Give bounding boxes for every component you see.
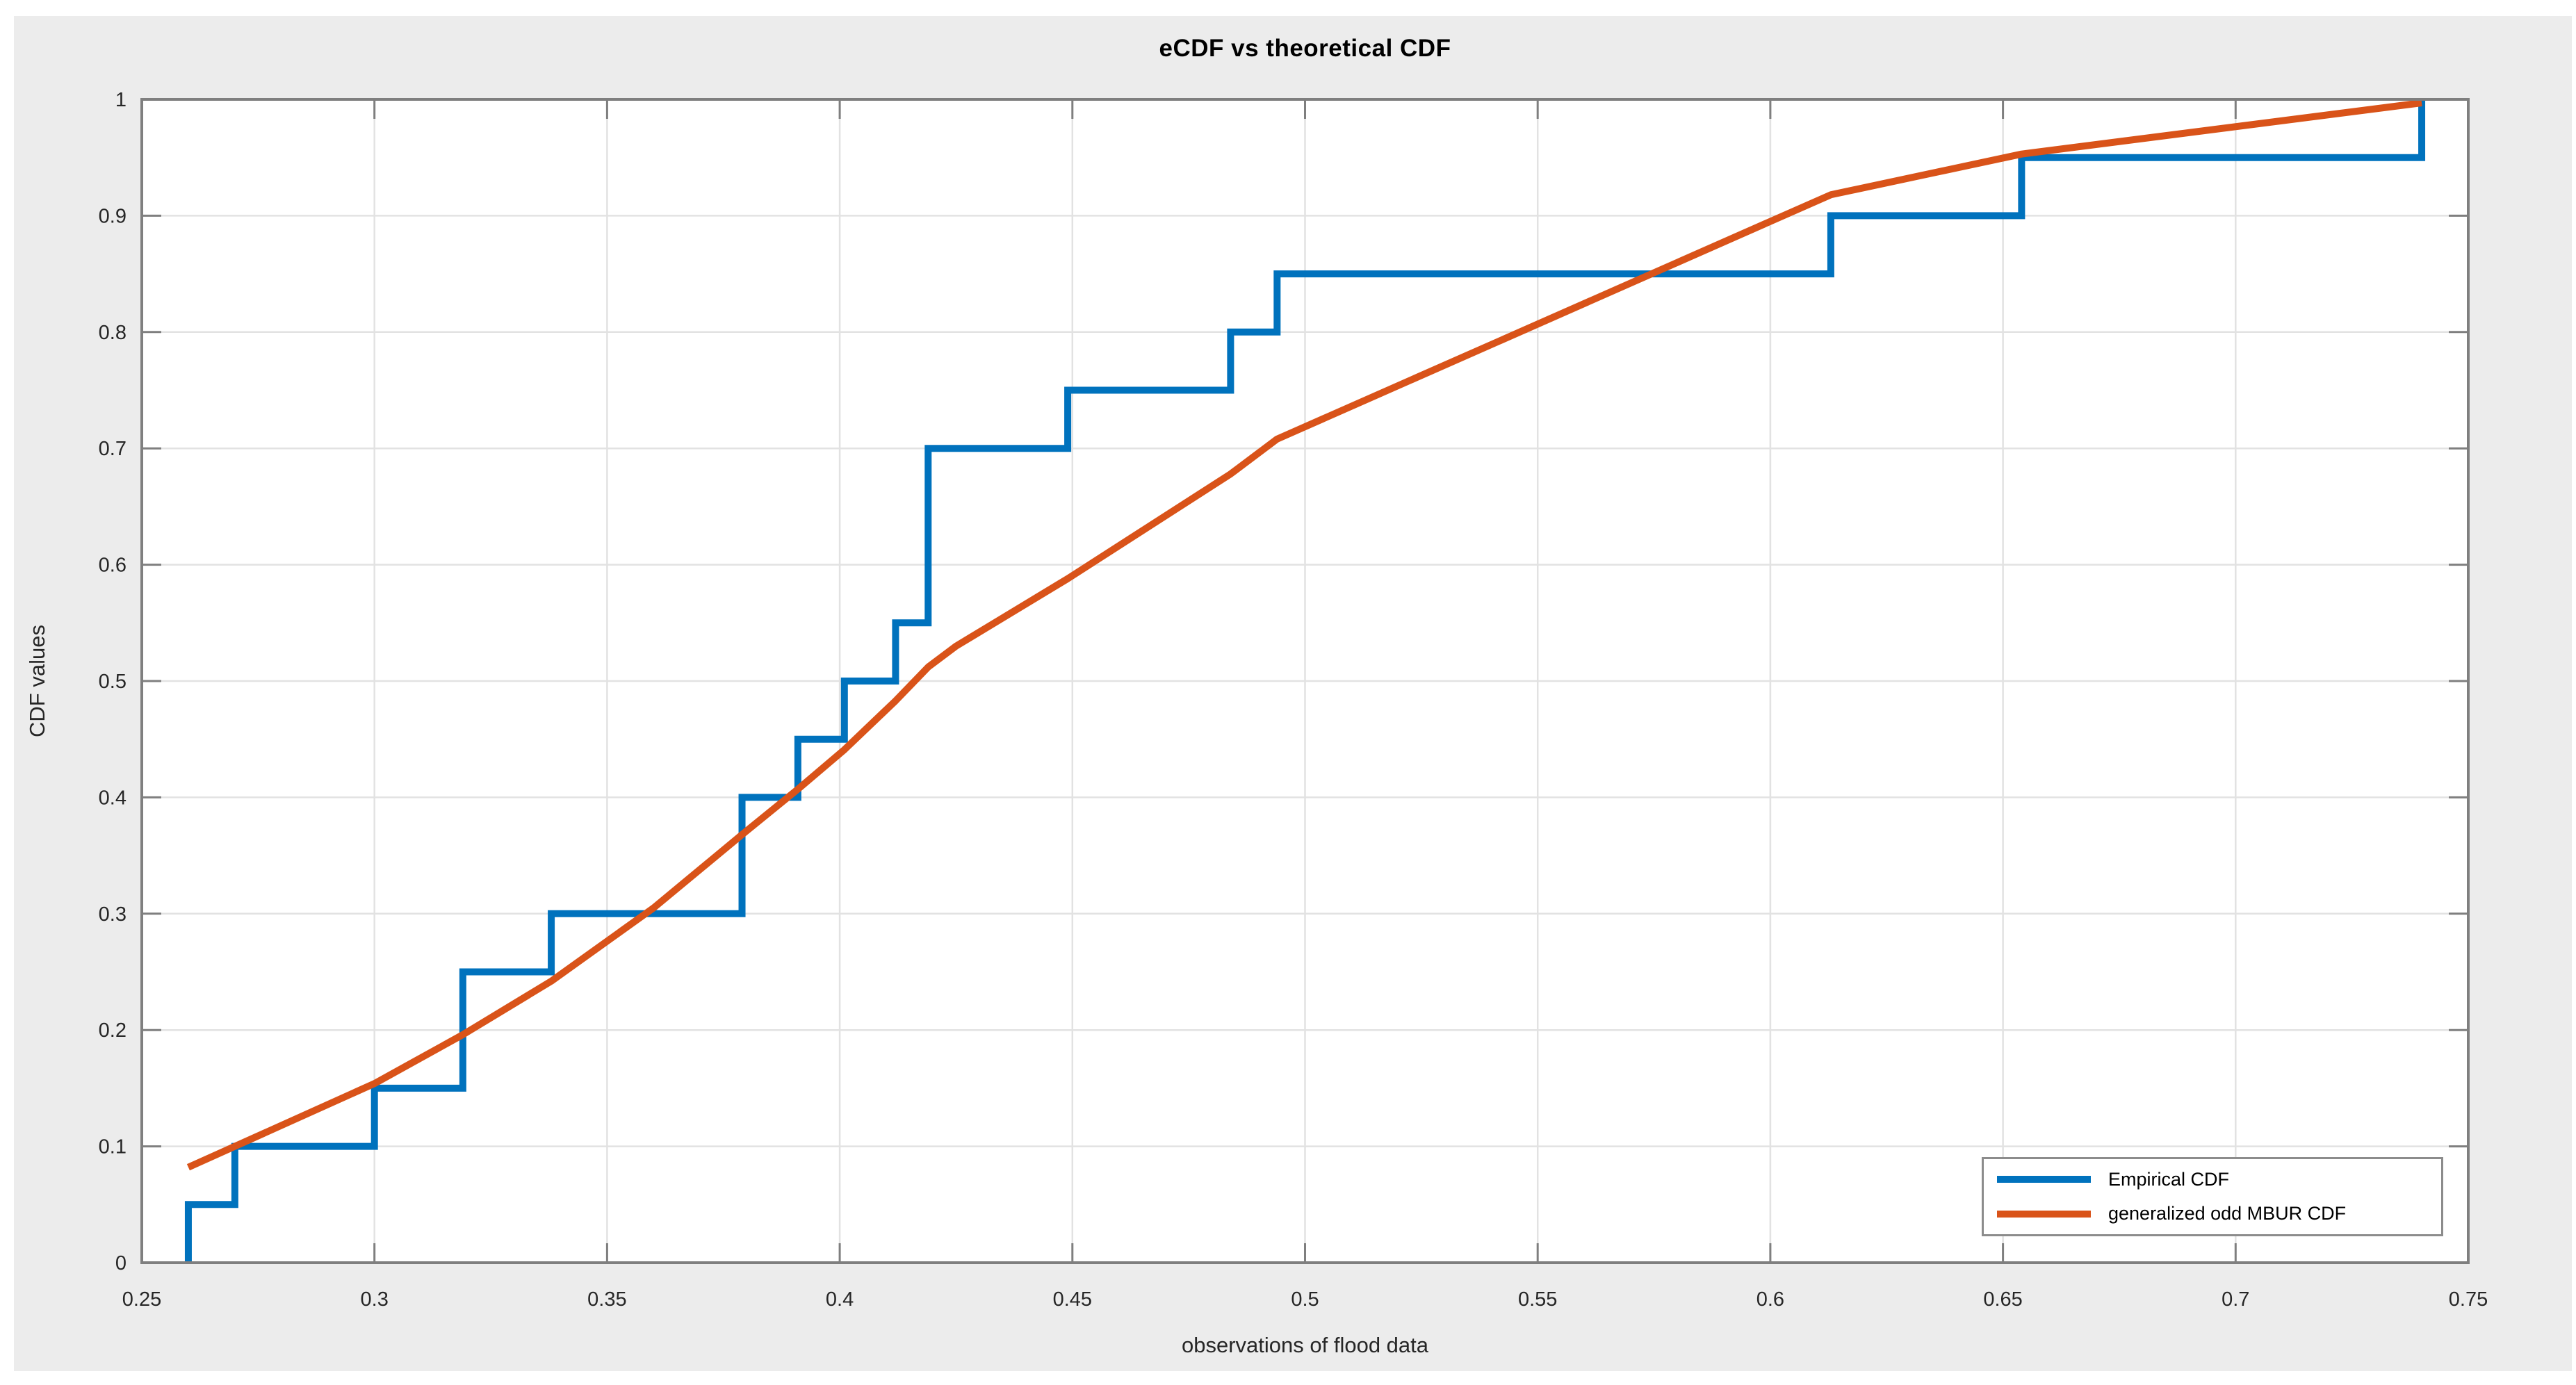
legend-entry: generalized odd MBUR CDF	[1984, 1200, 2441, 1228]
x-tick-label: 0.6	[1756, 1288, 1784, 1311]
y-tick-label: 0.4	[99, 787, 127, 809]
legend-label: Empirical CDF	[2108, 1168, 2230, 1190]
y-tick-label: 0.3	[99, 903, 127, 926]
y-tick-label: 0.8	[99, 322, 127, 344]
y-tick-label: 0.9	[99, 205, 127, 227]
y-tick-label: 0.5	[99, 671, 127, 693]
legend-line-swatch	[1997, 1210, 2091, 1218]
y-tick-label: 0.6	[99, 555, 127, 577]
x-tick-label: 0.75	[2449, 1288, 2488, 1311]
x-tick-label: 0.5	[1291, 1288, 1319, 1311]
x-tick-label: 0.7	[2222, 1288, 2249, 1311]
x-axis-label: observations of flood data	[1181, 1333, 1429, 1357]
x-tick-label: 0.55	[1518, 1288, 1557, 1311]
chart-title: eCDF vs theoretical CDF	[1159, 35, 1451, 62]
legend-entry: Empirical CDF	[1984, 1165, 2441, 1193]
x-tick-label: 0.3	[361, 1288, 389, 1311]
x-tick-label: 0.25	[122, 1288, 161, 1311]
series-line-step	[184, 99, 2426, 1263]
y-axis-label: CDF values	[25, 625, 49, 737]
x-tick-label: 0.65	[1983, 1288, 2022, 1311]
y-tick-label: 0	[115, 1252, 127, 1275]
x-tick-label: 0.4	[826, 1288, 854, 1311]
y-tick-label: 0.2	[99, 1019, 127, 1042]
legend-label: generalized odd MBUR CDF	[2108, 1203, 2347, 1224]
series-line-line	[186, 99, 2422, 1171]
y-tick-label: 0.1	[99, 1136, 127, 1158]
y-tick-label: 1	[115, 89, 127, 111]
x-tick-label: 0.45	[1053, 1288, 1092, 1311]
x-tick-label: 0.35	[587, 1288, 626, 1311]
y-tick-label: 0.7	[99, 438, 127, 460]
legend-box: Empirical CDF generalized odd MBUR CDF	[1982, 1157, 2443, 1236]
legend-line-swatch	[1997, 1176, 2091, 1183]
